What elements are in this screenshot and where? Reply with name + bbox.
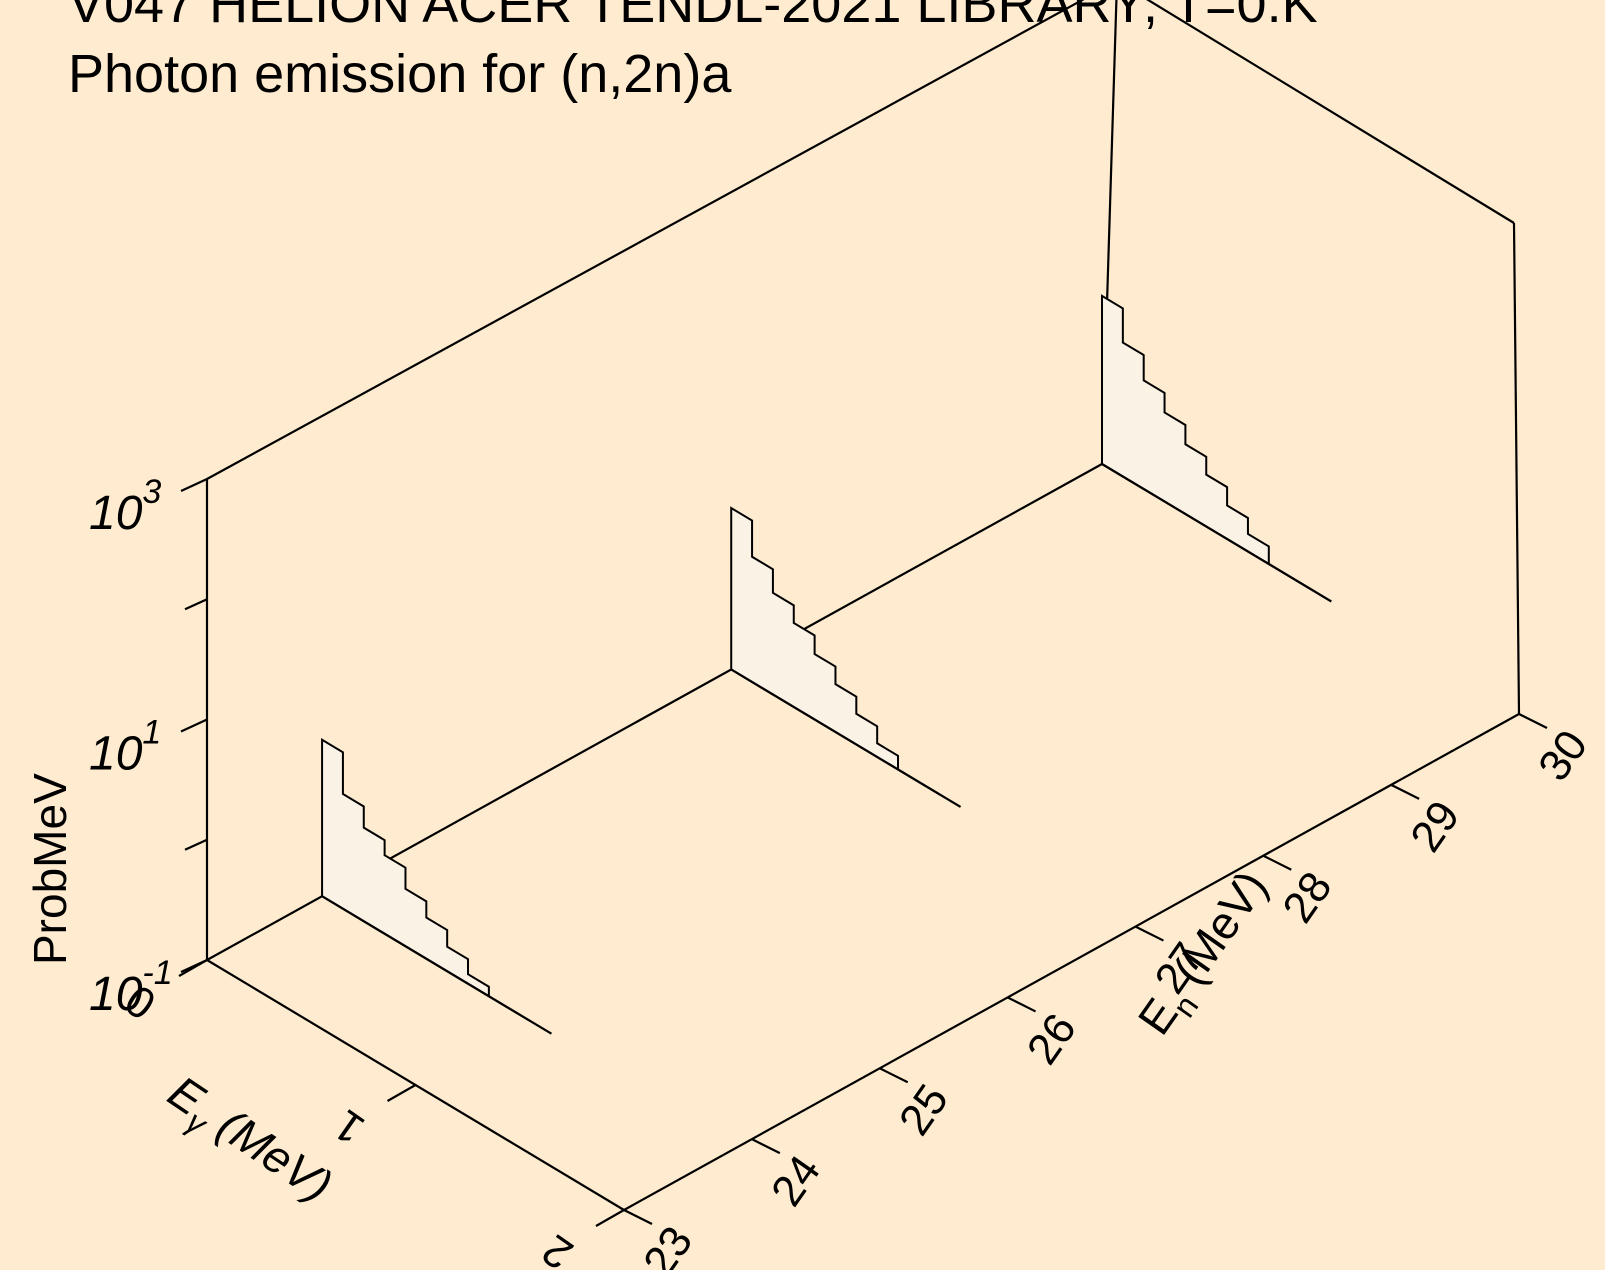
frame-top-back-edge: [206, 0, 1085, 480]
x-tick-0: [178, 959, 208, 977]
z-axis-label: ProbMeV: [24, 773, 76, 965]
series-baseline-2: [1101, 463, 1332, 603]
frame-top-side-edge: [1146, 0, 1515, 224]
y-tick-6: [1390, 783, 1420, 800]
z-tick-1: [180, 718, 208, 733]
series-spectrum-0: [321, 738, 532, 1023]
chart-title-line2: Photon emission for (n,2n)a: [68, 44, 732, 104]
y-tick-5: [1262, 854, 1292, 871]
y-tick-2: [879, 1067, 909, 1084]
z-tick-label-1: 101: [89, 714, 161, 781]
frame-right-vertical: [1512, 222, 1521, 715]
z-minor-tick-1: [184, 598, 208, 611]
series-spectrum-1: [730, 506, 941, 796]
y-tick-3: [1007, 996, 1037, 1013]
z-tick-2: [180, 478, 208, 492]
x-tick-1: [386, 1084, 417, 1102]
frame-y-axis-line: [623, 713, 1520, 1211]
z-tick-label-2: 103: [89, 473, 161, 540]
y-tick-7: [1518, 713, 1548, 729]
series-group: [321, 294, 1332, 1035]
chart-title-line1: V047 HELION ACER TENDL-2021 LIBRARY; T=0…: [68, 0, 1318, 34]
z-tick-label-0: 10-1: [89, 954, 173, 1021]
series-baseline-1: [730, 668, 962, 808]
y-tick-1: [751, 1138, 781, 1155]
y-tick-4: [1134, 925, 1164, 942]
series-spectrum-2: [1101, 294, 1312, 590]
y-tick-0: [623, 1209, 653, 1225]
x-tick-2: [595, 1209, 625, 1227]
series-baseline-0: [321, 895, 552, 1035]
z-minor-tick-0: [184, 838, 208, 851]
